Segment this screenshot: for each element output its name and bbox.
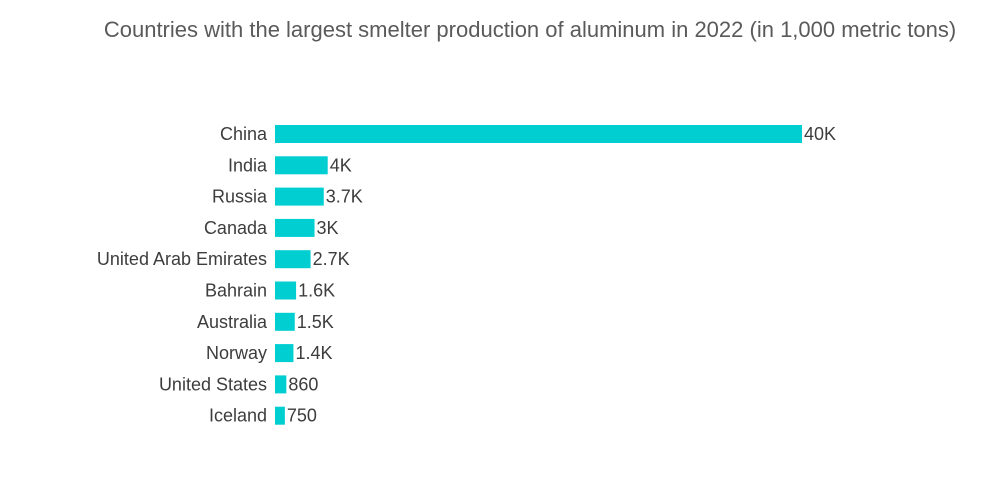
bar xyxy=(275,406,285,425)
category-label: Australia xyxy=(197,312,268,332)
bar xyxy=(275,312,295,331)
bar xyxy=(275,344,294,363)
data-label: 3K xyxy=(317,218,339,238)
data-label: 2.7K xyxy=(313,249,350,269)
data-label: 860 xyxy=(288,374,318,394)
category-label: China xyxy=(220,124,268,144)
category-label: Norway xyxy=(206,343,267,363)
bar xyxy=(275,281,297,300)
category-label: United Arab Emirates xyxy=(97,249,267,269)
chart-title: Countries with the largest smelter produ… xyxy=(103,17,957,42)
category-label: Russia xyxy=(212,187,268,207)
bar xyxy=(275,375,287,394)
bar xyxy=(275,187,324,206)
category-label: Iceland xyxy=(209,406,267,426)
data-label: 750 xyxy=(287,406,317,426)
data-label: 1.5K xyxy=(297,312,334,332)
bar xyxy=(275,250,311,269)
bar xyxy=(275,156,328,175)
bar xyxy=(275,218,315,237)
data-label: 1.4K xyxy=(295,343,332,363)
category-label: United States xyxy=(159,374,267,394)
category-label: Canada xyxy=(204,218,268,238)
category-label: Bahrain xyxy=(205,281,267,301)
bar xyxy=(275,125,802,143)
data-label: 40K xyxy=(804,124,836,144)
data-label: 4K xyxy=(330,155,352,175)
data-label: 1.6K xyxy=(298,281,335,301)
data-label: 3.7K xyxy=(326,187,363,207)
category-label: India xyxy=(228,155,268,175)
